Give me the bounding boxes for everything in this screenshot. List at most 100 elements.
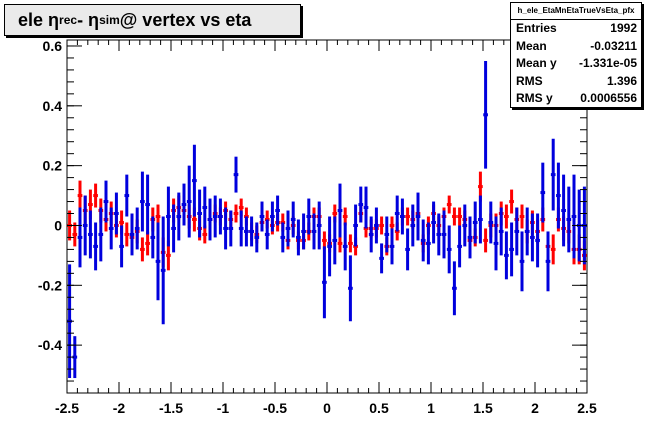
stats-value: 0.0006556 [580,91,637,106]
blue-point [483,60,488,169]
x-tick-label: 1 [427,400,435,416]
series-red [67,171,587,271]
red-point [233,204,239,223]
x-tick-label: -1 [217,400,230,416]
blue-point [420,219,426,262]
stats-value: 1992 [610,21,637,35]
blue-point [384,216,390,253]
blue-point [166,186,171,247]
y-tick-label: 0.4 [43,98,63,114]
blue-point [509,222,514,277]
stats-row-mean-y: Mean y -1.331e-05 [511,55,641,73]
blue-point [353,204,358,247]
title-sub-rec: rec [59,13,78,27]
blue-point [254,222,260,253]
blue-point [550,138,556,211]
blue-point [405,228,410,271]
x-tick-label: -1.5 [159,400,183,416]
red-point [72,222,78,247]
blue-point [327,216,332,277]
stats-row-entries: Entries 1992 [511,20,641,38]
blue-point [462,204,468,247]
blue-point [504,231,509,280]
blue-point [457,225,462,268]
red-point [93,183,98,208]
blue-point [82,195,88,256]
x-tick-label: 1.5 [473,400,493,416]
blue-point [223,207,228,250]
x-tick-label: 0.5 [369,400,389,416]
blue-point [436,213,442,256]
blue-point [202,186,208,229]
blue-point [311,213,317,250]
red-point [348,234,353,253]
red-point [504,204,509,229]
stats-value: 1.396 [606,73,637,88]
blue-point [530,213,535,262]
x-tick-label: -2.5 [55,400,79,416]
blue-point [415,192,421,241]
red-point [509,189,514,214]
blue-point [285,210,291,247]
blue-point [108,207,114,250]
x-tick-label: 2.5 [577,400,597,416]
blue-point [410,204,416,247]
red-point [140,237,145,262]
red-point [77,180,83,211]
red-point [519,204,525,229]
blue-point [275,195,280,226]
blue-point [389,228,395,265]
stats-value: -1.331e-05 [578,56,637,71]
red-point [550,234,556,265]
plot-border [66,39,588,394]
stats-label: Mean y [516,56,557,71]
blue-point [270,201,275,232]
blue-point [322,246,327,319]
blue-point [452,261,457,316]
blue-point [197,189,202,238]
blue-point [150,216,156,259]
blue-point [545,231,551,292]
title-sub-sim: sim [99,13,120,27]
red-point [483,228,488,253]
red-point [145,231,150,256]
blue-point [478,195,483,244]
title-prefix: ele η [18,9,60,30]
blue-point [233,156,239,193]
blue-point [88,210,93,259]
y-tick-label: -0.4 [38,337,62,353]
stats-row-mean: Mean -0.03211 [511,38,641,56]
stats-label: Mean [516,38,547,53]
blue-point [467,216,473,259]
stats-label: Entries [516,21,557,35]
blue-point [259,201,265,232]
blue-point [374,207,379,244]
blue-point [145,174,150,235]
blue-point [290,201,296,238]
blue-point [493,216,499,271]
stats-row-rms: RMS 1.396 [511,73,641,91]
stats-label: RMS y [516,91,553,106]
y-tick-label: 0.2 [43,158,63,174]
blue-point [394,195,400,232]
red-point [405,207,410,226]
blue-point [556,162,561,229]
red-point [457,207,462,226]
series-blue [67,60,587,379]
blue-point [238,210,244,247]
blue-point [441,210,447,259]
blue-point [114,192,119,235]
plot-frame [66,39,588,394]
blue-point [571,174,577,259]
blue-point [103,180,109,223]
blue-point [400,198,405,235]
chart-title: ele η rec - η sim @ vertex vs eta [4,4,301,36]
blue-point [207,198,213,241]
blue-point [124,174,130,217]
x-tick-label: -0.5 [263,400,287,416]
blue-point [228,210,234,247]
blue-point [368,216,374,253]
stats-value: -0.03211 [590,38,637,53]
blue-point [306,198,312,235]
